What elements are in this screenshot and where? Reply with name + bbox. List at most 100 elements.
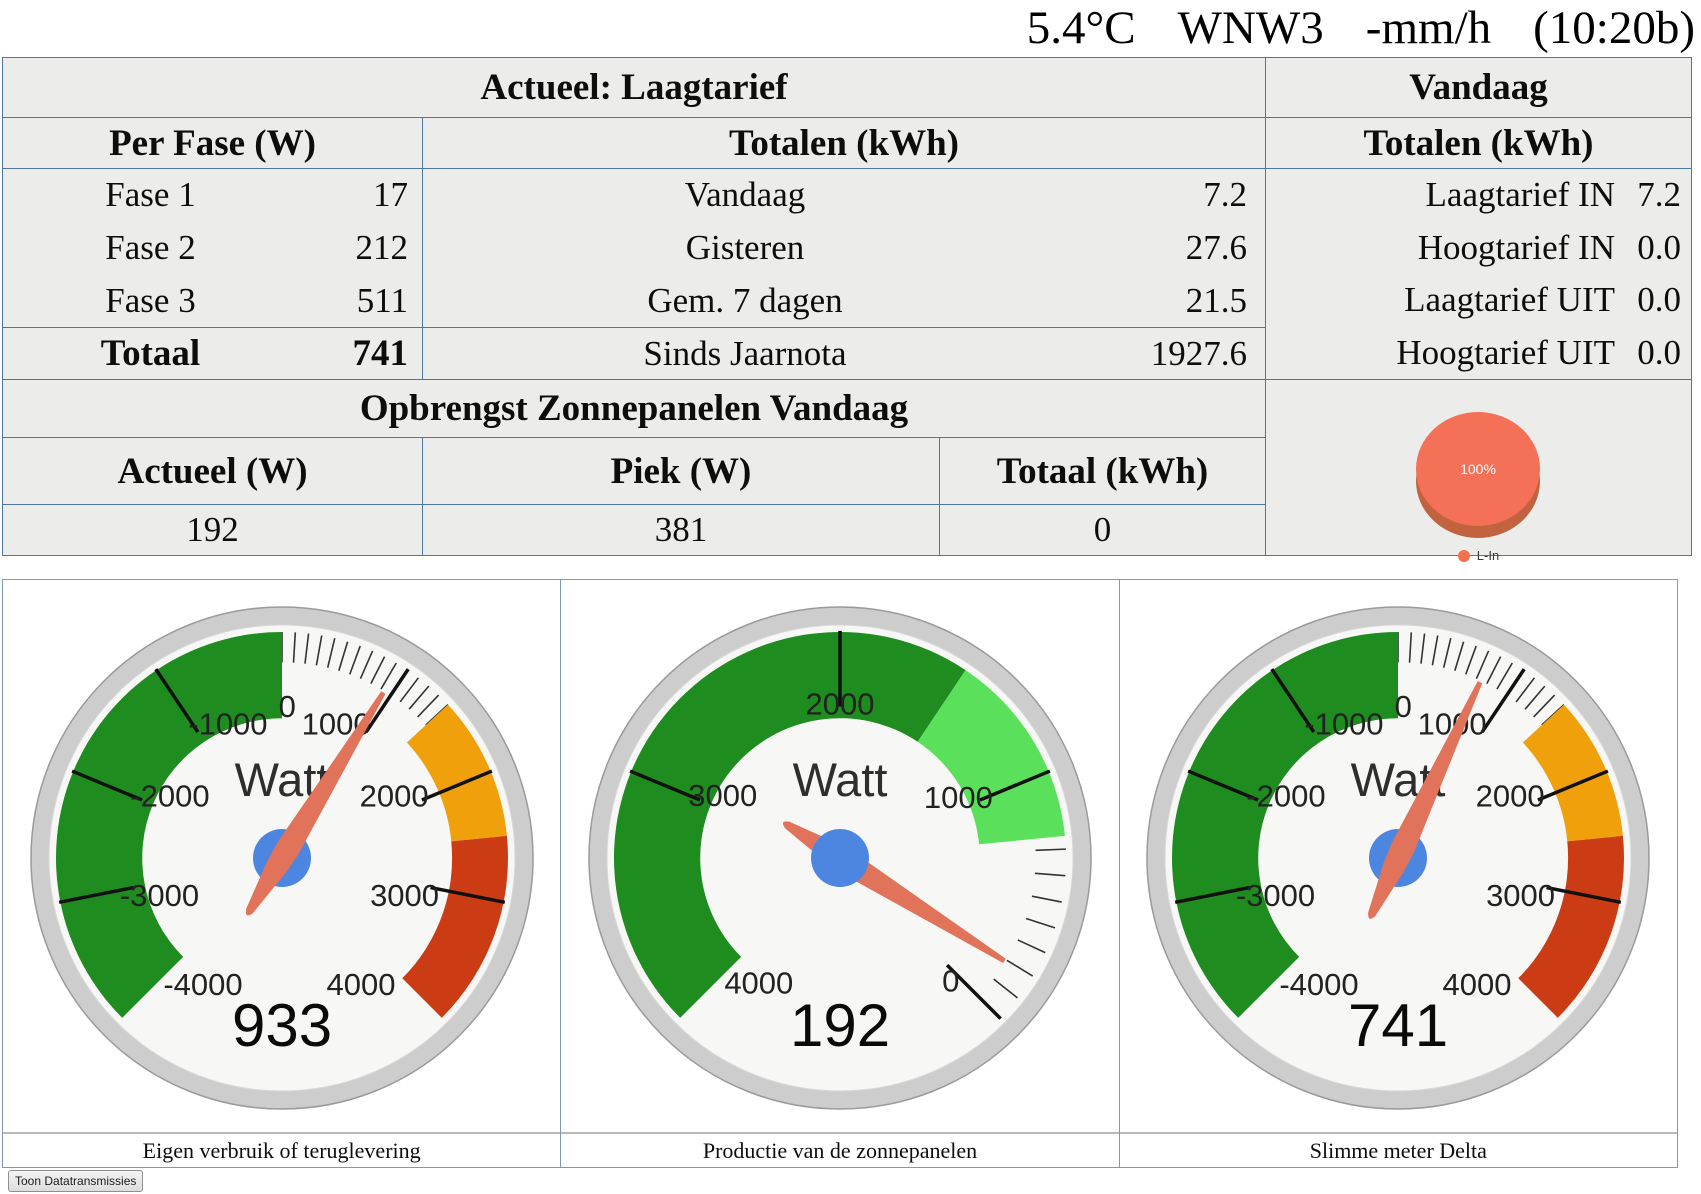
- table-row: Fase 3 511: [3, 274, 422, 327]
- weather-strip: 5.4°C WNW3 -mm/h (10:20b): [0, 0, 1695, 56]
- fase-total-row: Totaal 741: [3, 328, 423, 380]
- hoogtarief-in-value: 0.0: [1637, 227, 1681, 267]
- gauge-delta: 0 -1000 1000 -2000 2000 -3000 3000 -4000 4000 Wat…: [1119, 580, 1677, 1167]
- gauge-delta-dial: 0 -1000 1000 -2000 2000 -3000 3000 -4000 4000 Wat…: [1120, 580, 1677, 1132]
- totaal-kwh-header: Totaal (kWh): [940, 438, 1266, 505]
- hoogtarief-in-label: Hoogtarief IN: [1417, 227, 1615, 267]
- fase1-value: 17: [373, 175, 408, 215]
- pie-chart-cell: 100% L-In: [1266, 380, 1691, 563]
- actueel-w-header: Actueel (W): [3, 438, 423, 505]
- table-row: Laagtarief UIT 0.0: [1266, 274, 1691, 327]
- svg-text:2000: 2000: [806, 687, 875, 722]
- gauge-productie-caption: Productie van de zonnepanelen: [561, 1132, 1119, 1167]
- gisteren-label: Gisteren: [685, 228, 805, 267]
- table-row: Vandaag 7.2: [423, 169, 1265, 222]
- svg-text:3000: 3000: [1486, 878, 1555, 913]
- fase3-value: 511: [356, 280, 408, 320]
- tarief-group: Laagtarief IN 7.2 Hoogtarief IN 0.0 Laag…: [1266, 169, 1691, 380]
- weather-rain: -mm/h: [1365, 2, 1492, 54]
- vandaag-value: 7.2: [1203, 175, 1247, 215]
- legend-dot-icon: [1457, 549, 1470, 562]
- hoogtarief-uit-label: Hoogtarief UIT: [1396, 332, 1615, 372]
- gauge-delta-caption: Slimme meter Delta: [1119, 1132, 1677, 1167]
- sinds-jaarnota-row: Sinds Jaarnota 1927.6: [423, 328, 1266, 380]
- fase-group: Fase 1 17 Fase 2 212 Fase 3 511: [3, 169, 423, 328]
- gauge-dial: 0-1000 1000-2000 2000-3000 3000-4000 4000Wat…: [1146, 606, 1651, 1110]
- actueel-header: Actueel: Laagtarief: [3, 58, 1266, 118]
- fase3-label: Fase 3: [105, 280, 196, 320]
- opbrengst-title: Opbrengst Zonnepanelen Vandaag: [3, 380, 1266, 438]
- weather-temperature: 5.4°C: [1026, 2, 1136, 54]
- piek-w-value: 381: [423, 505, 940, 555]
- gauge-productie-dial: 2000 1000 3000 0 4000 Watt 192: [561, 580, 1118, 1132]
- svg-text:4000: 4000: [1443, 967, 1512, 1002]
- svg-text:-3000: -3000: [119, 878, 198, 913]
- svg-text:3000: 3000: [688, 778, 757, 813]
- table-row: Laagtarief IN 7.2: [1266, 169, 1691, 222]
- svg-text:100%: 100%: [1460, 461, 1496, 477]
- laagtarief-uit-value: 0.0: [1637, 280, 1681, 320]
- svg-text:-4000: -4000: [163, 967, 242, 1002]
- totaal-value: 741: [352, 333, 409, 374]
- laagtarief-in-value: 7.2: [1637, 175, 1681, 215]
- svg-text:741: 741: [1348, 992, 1448, 1059]
- gauge-productie: 2000 1000 3000 0 4000 Watt 192 Productie van d…: [561, 580, 1120, 1167]
- svg-text:-3000: -3000: [1236, 878, 1315, 913]
- svg-text:-1000: -1000: [188, 707, 267, 742]
- svg-text:0: 0: [278, 689, 295, 724]
- svg-text:3000: 3000: [370, 878, 439, 913]
- fase2-value: 212: [355, 228, 409, 267]
- sinds-jaarnota-label: Sinds Jaarnota: [643, 333, 847, 373]
- weather-time: (10:20b): [1533, 2, 1695, 54]
- svg-text:2000: 2000: [359, 778, 428, 813]
- svg-text:2000: 2000: [1476, 778, 1545, 813]
- gisteren-value: 27.6: [1185, 228, 1247, 267]
- gem7dagen-value: 21.5: [1185, 280, 1247, 320]
- piek-w-header: Piek (W): [423, 438, 940, 505]
- gauges-section: 0 -1000 1000 -2000 2000 -3000 3000 -4000 4000 Wat…: [2, 579, 1678, 1168]
- actueel-w-value: 192: [3, 505, 423, 555]
- per-fase-header: Per Fase (W): [3, 118, 423, 169]
- svg-text:Watt: Watt: [793, 753, 888, 806]
- vandaag-header: Vandaag: [1266, 58, 1691, 118]
- fase1-label: Fase 1: [105, 175, 196, 215]
- table-row: Gem. 7 dagen 21.5: [423, 274, 1265, 327]
- svg-text:0: 0: [1395, 689, 1412, 724]
- hoogtarief-uit-value: 0.0: [1637, 332, 1681, 372]
- legend-label: L-In: [1476, 548, 1500, 563]
- table-row: Gisteren 27.6: [423, 222, 1265, 275]
- gauge-verbruik-dial: 0 -1000 1000 -2000 2000 -3000 3000 -4000 4000 Wat…: [3, 580, 560, 1132]
- totaal-kwh-value: 0: [940, 505, 1266, 555]
- vandaag-totalen-header: Totalen (kWh): [1266, 118, 1691, 169]
- totaal-label: Totaal: [100, 333, 201, 374]
- laagtarief-uit-label: Laagtarief UIT: [1404, 280, 1615, 320]
- svg-text:4000: 4000: [724, 966, 793, 1001]
- svg-text:4000: 4000: [326, 967, 395, 1002]
- totalen-header: Totalen (kWh): [423, 118, 1266, 169]
- gem7dagen-label: Gem. 7 dagen: [647, 280, 843, 320]
- table-row: Fase 1 17: [3, 169, 422, 222]
- svg-text:0: 0: [942, 963, 959, 998]
- svg-text:1000: 1000: [924, 780, 993, 815]
- laagtarief-in-label: Laagtarief IN: [1425, 175, 1615, 215]
- svg-text:-1000: -1000: [1305, 707, 1384, 742]
- fase2-label: Fase 2: [105, 228, 196, 267]
- table-row: Hoogtarief UIT 0.0: [1266, 327, 1691, 380]
- svg-text:-2000: -2000: [1247, 778, 1326, 813]
- energy-table: Actueel: Laagtarief Vandaag Per Fase (W)…: [2, 57, 1692, 563]
- gauge-verbruik-caption: Eigen verbruik of teruglevering: [3, 1132, 561, 1167]
- table-row: Fase 2 212: [3, 222, 422, 275]
- table-row: Hoogtarief IN 0.0: [1266, 222, 1691, 275]
- sinds-jaarnota-value: 1927.6: [1150, 333, 1247, 373]
- gauge-verbruik: 0 -1000 1000 -2000 2000 -3000 3000 -4000 4000 Wat…: [3, 580, 562, 1167]
- svg-text:-2000: -2000: [130, 778, 209, 813]
- pie-chart: 100%: [1416, 412, 1540, 538]
- svg-text:-4000: -4000: [1280, 967, 1359, 1002]
- gauge-dial: 2000 1000 3000 0 4000 Watt 192: [588, 606, 1092, 1110]
- toon-datatransmissies-button[interactable]: Toon Datatransmissies: [8, 1170, 144, 1192]
- gauge-dial: 0-1000 1000-2000 2000-3000 3000-4000 4000Wat…: [29, 606, 534, 1110]
- totalen-group: Vandaag 7.2 Gisteren 27.6 Gem. 7 dagen 2…: [423, 169, 1266, 328]
- svg-text:933: 933: [232, 992, 332, 1059]
- weather-wind: WNW3: [1177, 2, 1324, 54]
- svg-text:192: 192: [790, 992, 890, 1059]
